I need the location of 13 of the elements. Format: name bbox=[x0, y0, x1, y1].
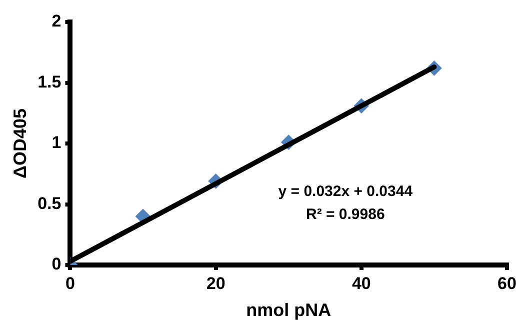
y-tick-label: 0.5 bbox=[38, 194, 62, 213]
y-tick-label: 2 bbox=[52, 12, 62, 31]
y-axis-title: ΔOD405 bbox=[10, 108, 30, 178]
y-tick-label: 0 bbox=[52, 254, 62, 274]
x-tick-label: 0 bbox=[66, 274, 75, 293]
x-axis-title: nmol pNA bbox=[246, 300, 332, 320]
annotation: R² = 0.9986 bbox=[306, 206, 385, 224]
x-tick-label: 20 bbox=[206, 274, 226, 293]
x-tick-label: 60 bbox=[498, 274, 516, 293]
y-tick-label: 1.5 bbox=[38, 72, 62, 92]
y-tick-label: 1 bbox=[52, 133, 62, 152]
x-tick-label: 40 bbox=[352, 274, 371, 293]
annotation: y = 0.032x + 0.0344 bbox=[278, 183, 414, 200]
